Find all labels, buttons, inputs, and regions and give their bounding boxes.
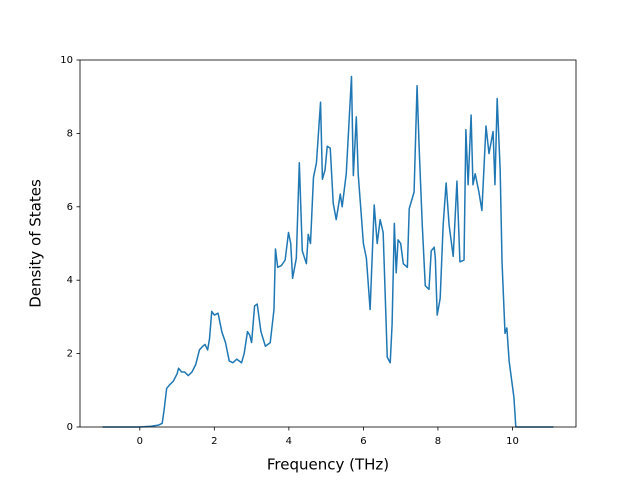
x-tick-label: 10 bbox=[506, 436, 519, 447]
data-line bbox=[102, 75, 554, 428]
x-tick-label: 2 bbox=[211, 436, 217, 447]
x-axis-label: Frequency (THz) bbox=[267, 456, 389, 474]
y-tick-label: 4 bbox=[67, 275, 73, 286]
y-axis-label: Density of States bbox=[27, 179, 45, 308]
y-tick-label: 6 bbox=[67, 202, 73, 213]
plot-frame bbox=[79, 59, 577, 428]
y-tick-label: 2 bbox=[67, 349, 73, 360]
x-tick-label: 6 bbox=[360, 436, 366, 447]
y-tick-label: 8 bbox=[67, 128, 73, 139]
x-tick-label: 4 bbox=[286, 436, 292, 447]
x-tick-label: 8 bbox=[435, 436, 441, 447]
y-tick-label: 0 bbox=[67, 422, 73, 433]
y-tick-label: 10 bbox=[60, 55, 73, 66]
x-tick-label: 0 bbox=[137, 436, 143, 447]
